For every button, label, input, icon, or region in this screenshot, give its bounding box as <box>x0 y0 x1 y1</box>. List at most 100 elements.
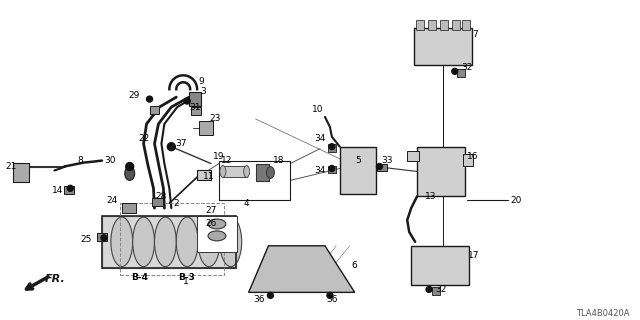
Ellipse shape <box>244 165 250 177</box>
Text: 6: 6 <box>352 261 358 270</box>
Text: 14: 14 <box>52 186 63 195</box>
Text: 12: 12 <box>221 156 232 165</box>
Ellipse shape <box>208 219 226 229</box>
Circle shape <box>376 164 383 170</box>
Bar <box>417 147 465 196</box>
Text: 19: 19 <box>213 152 225 161</box>
Circle shape <box>154 198 159 204</box>
Bar <box>102 216 236 268</box>
Text: 22: 22 <box>138 134 149 143</box>
Bar <box>463 154 472 165</box>
Circle shape <box>184 98 190 104</box>
Ellipse shape <box>111 217 132 267</box>
Text: B-4: B-4 <box>131 273 148 282</box>
Text: 29: 29 <box>128 91 140 100</box>
Text: 10: 10 <box>312 105 324 114</box>
Text: 2: 2 <box>173 199 179 208</box>
Text: 34: 34 <box>314 166 326 175</box>
Bar <box>340 147 376 194</box>
Bar <box>223 165 246 177</box>
Ellipse shape <box>154 217 176 267</box>
Bar <box>378 164 387 172</box>
Bar <box>457 69 465 77</box>
Ellipse shape <box>125 166 134 180</box>
Bar <box>120 203 224 275</box>
Bar <box>150 106 159 114</box>
Text: 31: 31 <box>189 102 201 112</box>
Bar <box>428 20 436 30</box>
Bar <box>411 246 468 285</box>
Bar <box>219 161 291 200</box>
Circle shape <box>426 286 432 292</box>
Text: FR.: FR. <box>44 275 65 284</box>
Text: 37: 37 <box>175 139 187 148</box>
Text: 33: 33 <box>381 156 393 165</box>
Circle shape <box>327 292 333 298</box>
Text: 27: 27 <box>205 206 217 215</box>
Bar <box>416 20 424 30</box>
Circle shape <box>125 163 134 171</box>
Text: 9: 9 <box>198 77 204 86</box>
Bar <box>414 28 472 65</box>
Bar <box>452 20 460 30</box>
Ellipse shape <box>266 166 275 179</box>
Bar <box>152 198 163 206</box>
Text: 36: 36 <box>326 295 338 304</box>
Bar <box>102 216 236 268</box>
Text: 7: 7 <box>472 30 477 39</box>
Circle shape <box>268 292 273 298</box>
Text: 24: 24 <box>106 196 118 205</box>
Text: 28: 28 <box>156 192 167 201</box>
Bar <box>199 121 213 135</box>
Bar <box>13 163 29 182</box>
Text: 36: 36 <box>253 295 264 304</box>
Ellipse shape <box>220 165 226 177</box>
Text: 20: 20 <box>511 196 522 205</box>
Text: 16: 16 <box>467 152 478 161</box>
Ellipse shape <box>176 217 198 267</box>
Text: 34: 34 <box>314 134 326 143</box>
Ellipse shape <box>132 217 154 267</box>
Text: B-3: B-3 <box>178 273 195 282</box>
Bar <box>328 165 336 173</box>
Text: 21: 21 <box>5 162 17 171</box>
Text: 13: 13 <box>425 192 436 201</box>
Circle shape <box>452 68 458 74</box>
Text: 18: 18 <box>273 156 284 165</box>
Text: 32: 32 <box>461 63 472 72</box>
Bar <box>328 144 336 152</box>
Text: 8: 8 <box>77 156 83 165</box>
Text: 25: 25 <box>81 235 92 244</box>
Ellipse shape <box>198 217 220 267</box>
Text: TLA4B0420A: TLA4B0420A <box>576 309 629 318</box>
Ellipse shape <box>220 217 242 267</box>
Circle shape <box>329 144 335 150</box>
Bar <box>255 164 269 181</box>
Text: 30: 30 <box>104 156 116 165</box>
Ellipse shape <box>208 231 226 241</box>
Text: 3: 3 <box>200 87 206 96</box>
Bar <box>122 203 136 213</box>
Text: 4: 4 <box>244 199 250 208</box>
Bar <box>197 216 237 252</box>
Polygon shape <box>248 246 355 292</box>
Circle shape <box>168 143 175 151</box>
Text: 23: 23 <box>209 115 221 124</box>
Text: 26: 26 <box>205 220 217 228</box>
Bar <box>197 171 211 180</box>
Circle shape <box>67 185 73 191</box>
Bar <box>191 107 201 115</box>
Text: 1: 1 <box>183 277 189 286</box>
Text: 11: 11 <box>204 172 215 181</box>
Text: 17: 17 <box>468 251 479 260</box>
Bar <box>189 92 201 106</box>
Bar <box>97 233 107 241</box>
Bar <box>432 287 440 295</box>
Bar <box>407 151 419 161</box>
Circle shape <box>101 235 107 241</box>
Text: 32: 32 <box>435 285 447 294</box>
Bar <box>440 20 448 30</box>
Text: 5: 5 <box>355 156 360 165</box>
Bar <box>461 20 470 30</box>
Bar <box>64 186 74 194</box>
